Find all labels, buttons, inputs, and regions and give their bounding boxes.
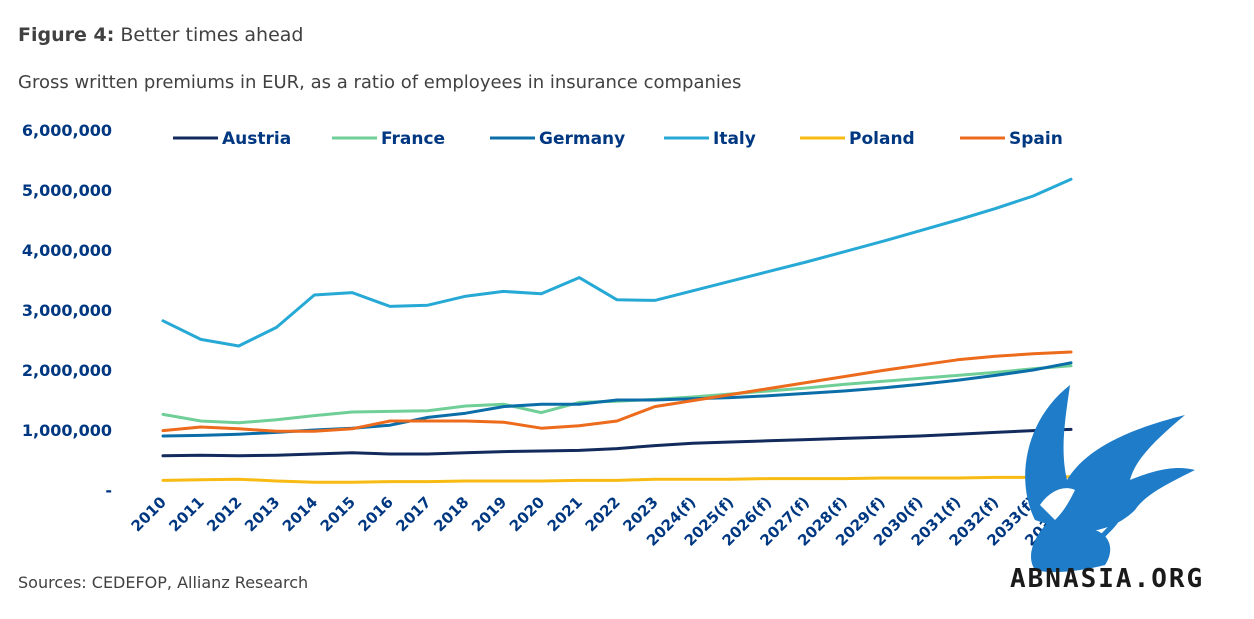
legend-label-germany: Germany: [539, 129, 625, 149]
y-tick-label: 4,000,000: [22, 241, 112, 260]
x-tick-label: 2018: [430, 493, 472, 535]
y-tick-label: 1,000,000: [22, 421, 112, 440]
figure-title-text: Better times ahead: [120, 24, 304, 46]
watermark-logo: ABNASIA.ORG: [1010, 385, 1204, 594]
x-tick-label: 2017: [392, 493, 434, 535]
x-tick-label: 2012: [203, 493, 245, 535]
x-tick-label: 2021: [544, 493, 586, 535]
griffin-icon: [1025, 385, 1195, 573]
figure-title: Figure 4: Better times ahead: [18, 24, 303, 46]
x-tick-label: 2019: [468, 493, 510, 535]
x-tick-label: 2013: [241, 493, 283, 535]
series-line-france: [161, 364, 1073, 425]
legend-label-spain: Spain: [1009, 129, 1063, 149]
chart-subtitle: Gross written premiums in EUR, as a rati…: [18, 72, 742, 93]
x-tick-label: 2014: [279, 493, 321, 535]
series-line-spain: [161, 350, 1073, 433]
x-tick-label: 2016: [355, 493, 397, 535]
series-line-germany: [161, 361, 1073, 438]
figure-label: Figure 4:: [18, 24, 115, 46]
x-tick-label: 2020: [506, 493, 548, 535]
x-tick-label: 2015: [317, 493, 359, 535]
source-note: Sources: CEDEFOP, Allianz Research: [18, 573, 309, 592]
x-tick-label: 2022: [582, 493, 624, 535]
legend: Austria France Germany Italy Poland Spain: [173, 129, 1063, 149]
legend-label-france: France: [381, 129, 445, 149]
legend-label-austria: Austria: [222, 129, 291, 149]
y-tick-label: 5,000,000: [22, 181, 112, 200]
y-tick-label: 3,000,000: [22, 301, 112, 320]
y-tick-label: 6,000,000: [22, 121, 112, 140]
series-line-poland: [161, 475, 1073, 484]
series-line-austria: [161, 427, 1073, 458]
watermark-text: ABNASIA.ORG: [1010, 564, 1204, 594]
legend-label-italy: Italy: [713, 129, 756, 149]
x-tick-label: 2011: [165, 493, 207, 535]
series-layer: [161, 177, 1073, 484]
x-tick-label: 2010: [128, 493, 170, 535]
series-line-italy: [161, 177, 1073, 348]
y-tick-label: 2,000,000: [22, 361, 112, 380]
legend-label-poland: Poland: [849, 129, 915, 149]
x-axis: 2010201120122013201420152016201720182019…: [128, 493, 1078, 550]
y-tick-label: -: [105, 481, 112, 500]
y-axis: - 1,000,000 2,000,000 3,000,000 4,000,000 5,0…: [22, 121, 112, 500]
